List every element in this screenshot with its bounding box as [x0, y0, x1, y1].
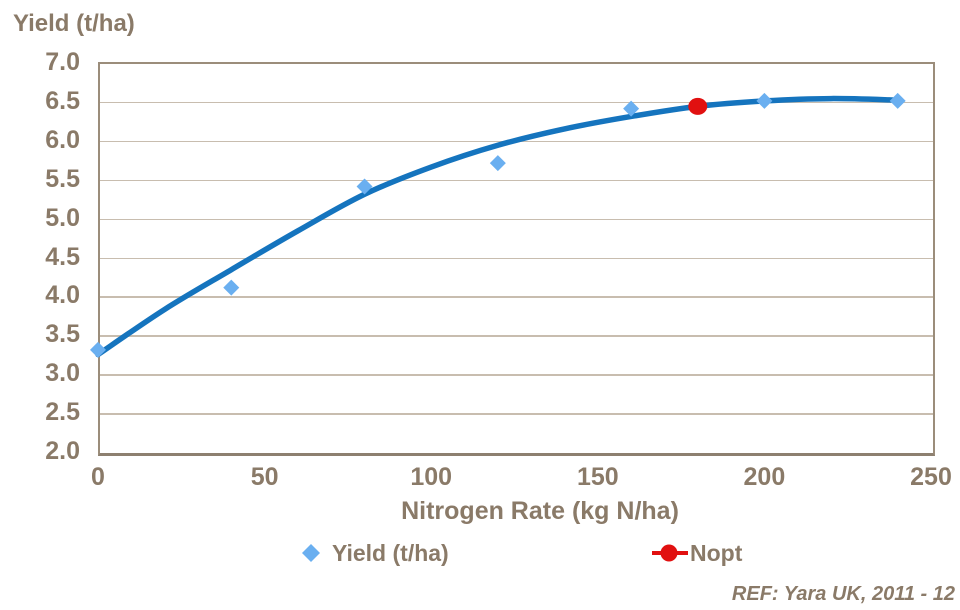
yield-data-point — [756, 92, 773, 109]
x-tick-label: 250 — [910, 463, 952, 491]
y-tick-label: 5.0 — [45, 203, 80, 232]
x-tick-label: 200 — [743, 463, 786, 491]
yield-data-point — [889, 92, 906, 109]
yield-data-point — [356, 178, 373, 195]
y-tick-label: 7.0 — [45, 48, 80, 76]
y-tick-label: 6.5 — [45, 86, 80, 115]
y-gridline — [100, 257, 933, 259]
yield-diamond-icon — [302, 544, 320, 562]
y-tick-label: 3.0 — [45, 359, 80, 388]
x-tick-label: 50 — [250, 463, 279, 491]
y-gridline — [100, 179, 933, 182]
x-tick-label: 150 — [576, 463, 619, 491]
y-gridline — [100, 413, 933, 415]
y-tick-label: 2.0 — [45, 437, 80, 465]
nopt-data-point — [688, 97, 708, 115]
y-gridline — [100, 335, 933, 337]
fitted-response-curve — [95, 95, 901, 358]
y-tick-label: 2.5 — [45, 398, 80, 427]
x-tick-label: 0 — [91, 463, 105, 491]
y-tick-label: 5.5 — [45, 164, 80, 193]
y-gridline — [100, 101, 933, 104]
plot-overlay — [90, 92, 906, 358]
legend-item-nopt: Nopt — [652, 538, 742, 568]
legend-item-yield: Yield (t/ha) — [300, 538, 449, 568]
y-tick-label: 4.0 — [45, 281, 80, 310]
y-tick-label: 3.5 — [45, 320, 80, 349]
y-tick-label: 6.0 — [45, 125, 80, 154]
x-tick-label: 100 — [410, 463, 453, 491]
y-tick-label: 4.5 — [45, 242, 80, 271]
plot-area — [98, 62, 935, 456]
reference-note: REF: Yara UK, 2011 - 12 — [731, 583, 955, 605]
yield-data-point — [623, 100, 640, 117]
nopt-marker-icon — [652, 544, 688, 562]
yield-data-point — [489, 155, 506, 172]
y-gridline — [100, 296, 933, 298]
yield-data-point — [90, 341, 106, 358]
legend-yield-label: Yield (t/ha) — [332, 540, 449, 566]
y-axis-title: Yield (t/ha) — [13, 10, 135, 37]
x-axis-title: Nitrogen Rate (kg N/ha) — [401, 497, 679, 525]
yield-data-point — [223, 279, 240, 296]
y-gridline — [100, 218, 933, 221]
y-gridline — [100, 374, 933, 376]
legend-nopt-label: Nopt — [690, 540, 743, 566]
